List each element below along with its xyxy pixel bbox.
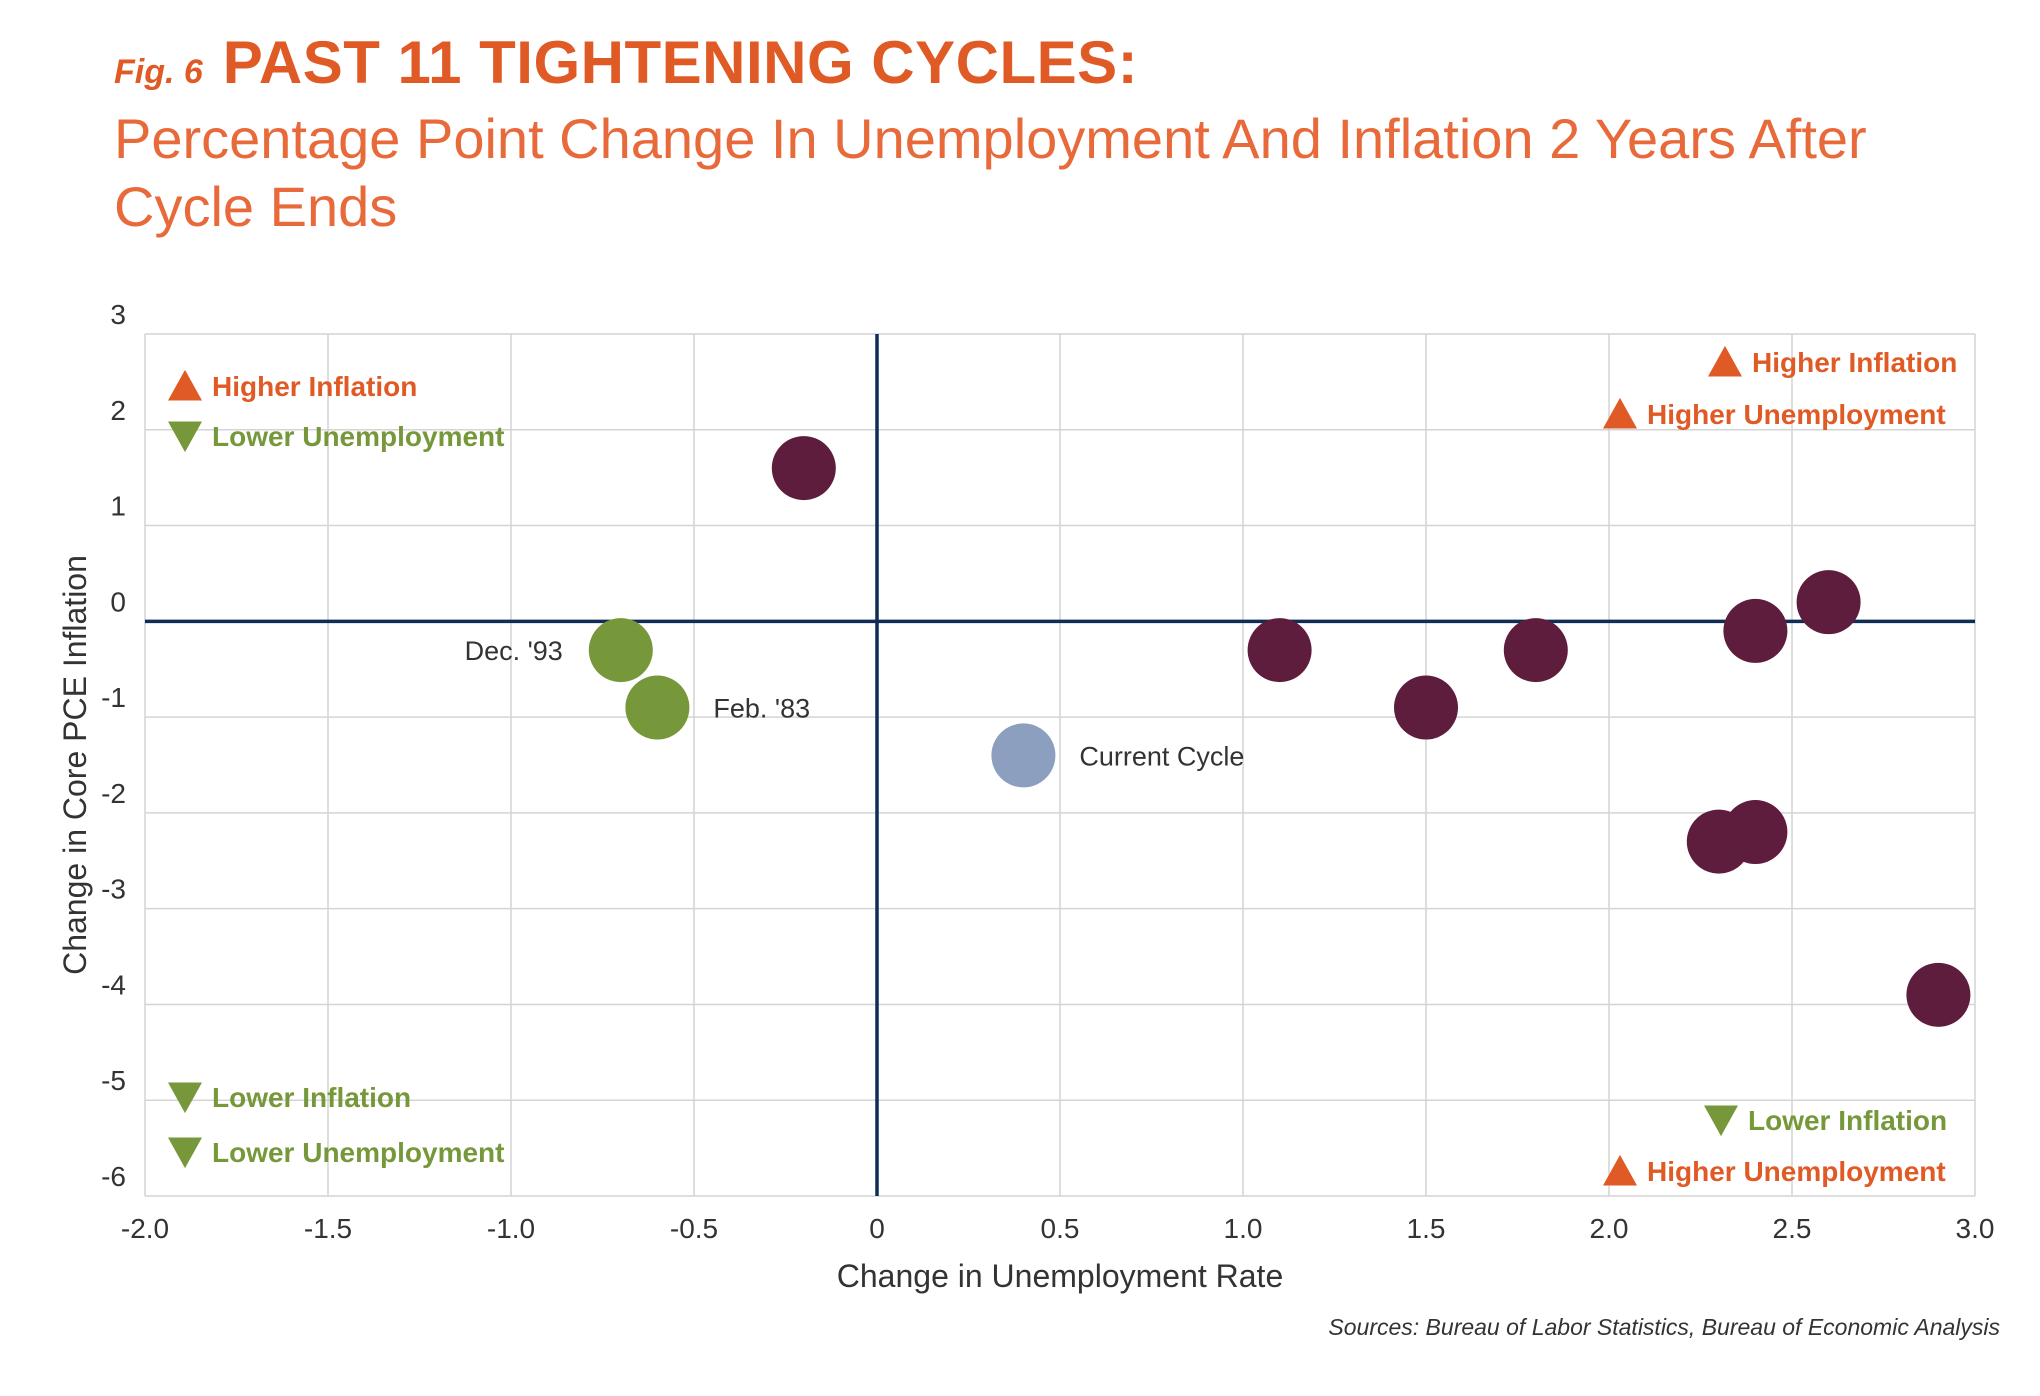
y-tick-label: -3 <box>101 874 126 905</box>
triangle-down-icon <box>168 1082 202 1114</box>
chart-title: PAST 11 TIGHTENING CYCLES: <box>222 29 1139 96</box>
y-tick-label: 3 <box>110 299 126 330</box>
y-tick-label: 0 <box>110 586 126 617</box>
triangle-up-icon <box>1603 397 1637 429</box>
point-layer: Dec. '93 Feb. '83 Current Cycle <box>465 436 1971 1027</box>
point-label: Current Cycle <box>1079 741 1244 771</box>
x-tick-label: 2.5 <box>1773 1213 1812 1244</box>
x-tick-label: -0.5 <box>670 1213 718 1244</box>
data-point <box>1394 675 1458 740</box>
x-tick-label: 2.0 <box>1590 1213 1629 1244</box>
data-point <box>1503 618 1568 683</box>
point-label: Dec. '93 <box>465 636 563 666</box>
x-tick-label: 1.0 <box>1224 1213 1263 1244</box>
y-tick-label: -5 <box>101 1065 126 1096</box>
y-tick-label: -1 <box>101 682 126 713</box>
y-tick-label: 2 <box>110 395 126 426</box>
y-tick-label: -6 <box>101 1161 126 1192</box>
data-point <box>1796 570 1861 635</box>
triangle-down-icon <box>168 1137 202 1169</box>
data-point <box>625 675 690 740</box>
x-tick-label: 1.5 <box>1407 1213 1446 1244</box>
y-tick-label: -4 <box>101 969 126 1000</box>
chart-header: Fig. 6 PAST 11 TIGHTENING CYCLES: Percen… <box>114 28 1994 241</box>
chart-subtitle: Percentage Point Change In Unemployment … <box>114 107 1867 238</box>
data-point <box>1723 598 1788 663</box>
quadrant-label: Lower Unemployment <box>212 1137 504 1168</box>
quadrant-label: Lower Inflation <box>212 1082 411 1113</box>
quadrant-label: Lower Unemployment <box>212 421 504 452</box>
data-point <box>991 723 1056 788</box>
x-axis-title: Change in Unemployment Rate <box>837 1258 1283 1294</box>
x-tick-label: -2.0 <box>121 1213 169 1244</box>
data-point <box>588 618 653 683</box>
y-tick-label: 1 <box>110 491 126 522</box>
tick-layer: -2.0 -1.5 -1.0 -0.5 0 0.5 1.0 1.5 2.0 2.5 3.0 3 2 1 0 -… <box>101 299 1994 1244</box>
quadrant-label: Higher Inflation <box>212 371 417 402</box>
triangle-up-icon <box>168 369 202 401</box>
quadrant-label: Higher Unemployment <box>1647 1156 1946 1187</box>
triangle-up-icon <box>1708 345 1742 377</box>
data-point <box>1723 800 1788 865</box>
quadrant-layer: Higher Inflation Lower Unemployment Higher… <box>168 345 1957 1187</box>
quadrant-label: Higher Unemployment <box>1647 399 1946 430</box>
triangle-down-icon <box>168 421 202 453</box>
data-point <box>1906 962 1971 1027</box>
title-line: Fig. 6 PAST 11 TIGHTENING CYCLES: <box>114 28 1994 97</box>
data-point <box>771 436 836 501</box>
quadrant-label: Lower Inflation <box>1748 1105 1947 1136</box>
source-note: Sources: Bureau of Labor Statistics, Bur… <box>1328 1314 2000 1340</box>
triangle-down-icon <box>1704 1105 1738 1137</box>
x-tick-label: 3.0 <box>1956 1213 1995 1244</box>
quadrant-label: Higher Inflation <box>1752 347 1957 378</box>
data-point <box>1247 618 1312 683</box>
x-tick-label: -1.5 <box>304 1213 352 1244</box>
x-tick-label: 0.5 <box>1041 1213 1080 1244</box>
triangle-up-icon <box>1603 1154 1637 1186</box>
axis-layer <box>145 334 1975 1196</box>
x-tick-label: 0 <box>869 1213 885 1244</box>
y-axis-title: Change in Core PCE Inflation <box>57 555 93 975</box>
grid-layer <box>144 333 1976 1197</box>
x-tick-label: -1.0 <box>487 1213 535 1244</box>
point-label: Feb. '83 <box>713 694 810 724</box>
figure-label: Fig. 6 <box>114 53 203 91</box>
y-tick-label: -2 <box>101 778 126 809</box>
